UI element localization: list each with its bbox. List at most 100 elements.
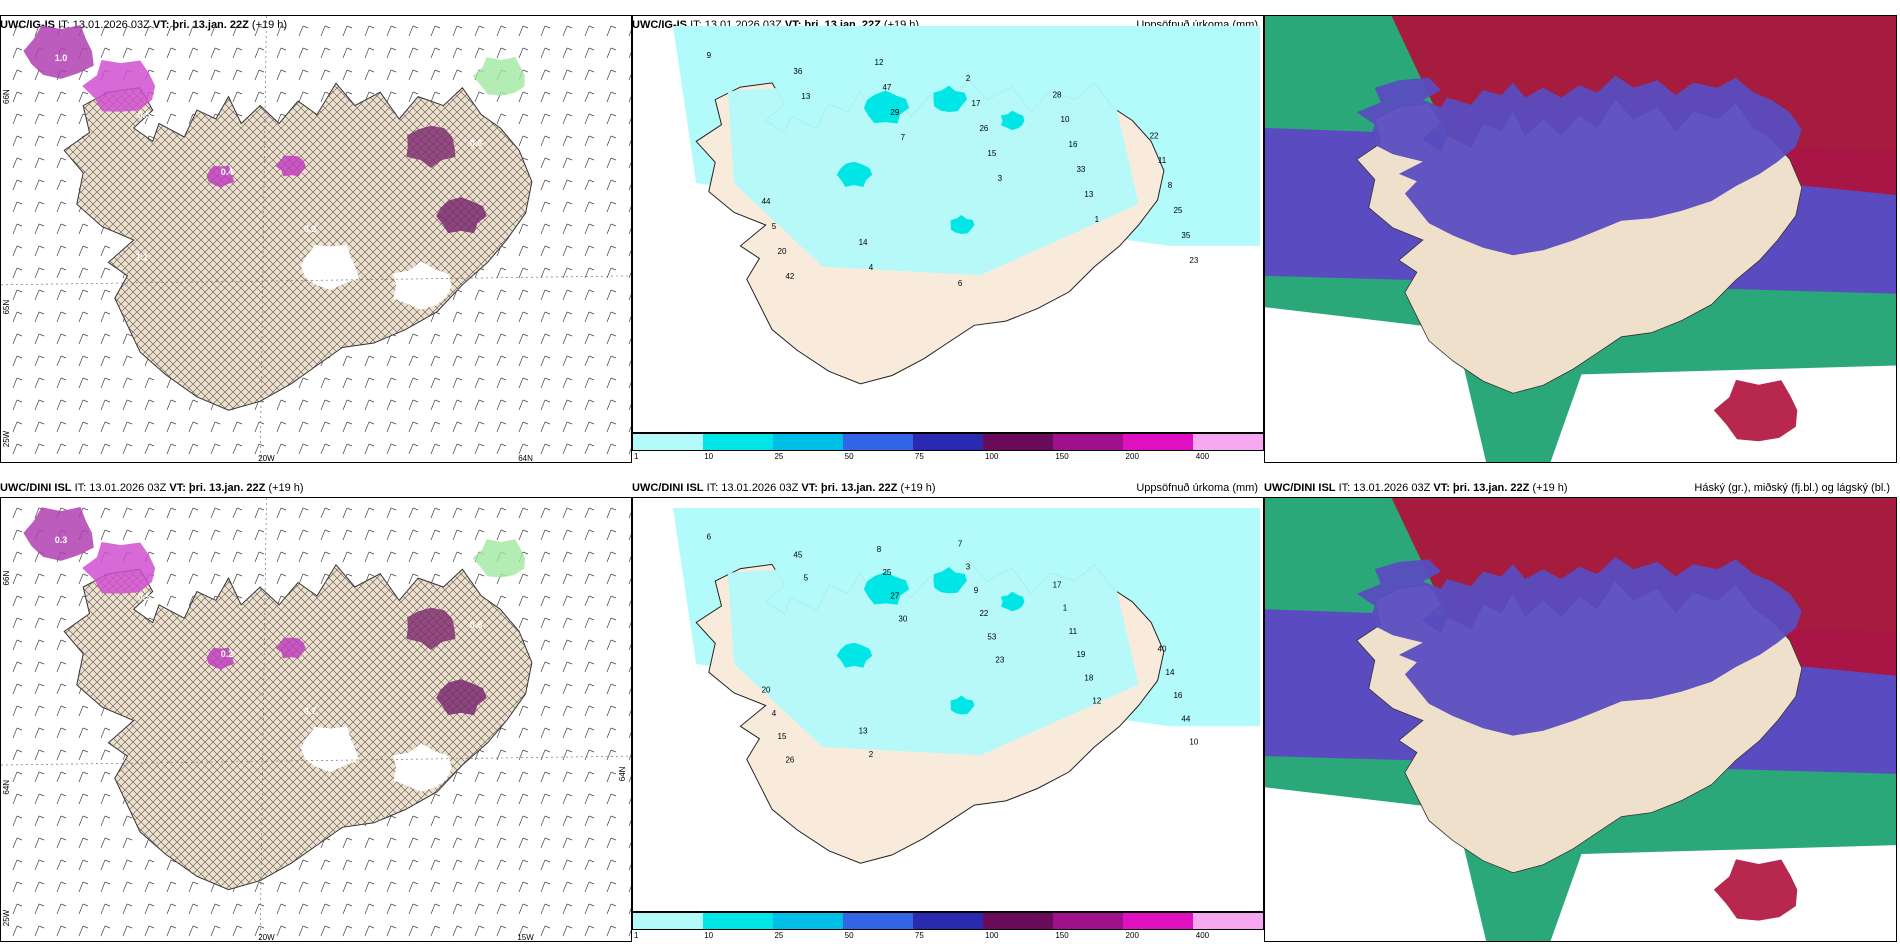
wind-barb [78, 771, 89, 783]
wind-barb [606, 333, 617, 345]
wind-barb [56, 639, 67, 651]
wind-barb [606, 705, 617, 717]
wind-barb [122, 333, 133, 345]
precip-amount-label: 20 [762, 686, 771, 695]
wind-barb [584, 443, 595, 455]
wind-barb [78, 705, 89, 717]
wind-barb [78, 859, 89, 871]
wind-barb [584, 793, 595, 805]
precip-amount-label: 12 [875, 58, 884, 67]
wind-barb [232, 69, 243, 81]
wind-barb [452, 771, 463, 783]
wind-barb [408, 355, 419, 367]
wind-barb [562, 771, 573, 783]
wind-barb [210, 529, 221, 541]
wind-barb [540, 573, 551, 585]
wind-barb [562, 903, 573, 915]
wind-barb [452, 529, 463, 541]
wind-barb [166, 91, 177, 103]
snow-band-nw2 [82, 60, 156, 112]
wind-barb [606, 507, 617, 519]
wind-barb [56, 421, 67, 433]
wind-barb [364, 443, 375, 455]
wind-barb [78, 573, 89, 585]
precip-amount-label: 5 [804, 574, 809, 583]
wind-barb [386, 881, 397, 893]
wind-barb [408, 333, 419, 345]
wind-barb [342, 925, 353, 937]
model-name: UWC/DINI ISL [1264, 482, 1336, 494]
valid-time-label: VT: [169, 482, 186, 494]
wind-barb [12, 837, 23, 849]
wind-barb [606, 837, 617, 849]
wind-barb [496, 881, 507, 893]
wind-barb [628, 448, 631, 455]
wind-barb [540, 837, 551, 849]
wind-barb [452, 399, 463, 411]
wind-barb [584, 617, 595, 629]
wind-barb [276, 399, 287, 411]
wind-barb [56, 443, 67, 455]
colorbar-swatch [1193, 434, 1263, 450]
wind-barb [628, 316, 631, 323]
wind-barb [562, 179, 573, 191]
wind-barb [584, 355, 595, 367]
wind-barb [320, 881, 331, 893]
wind-barb [100, 859, 111, 871]
wind-barb [78, 837, 89, 849]
wind-barb [232, 529, 243, 541]
wind-barb [474, 925, 485, 937]
wind-barb [606, 443, 617, 455]
wind-barb [474, 289, 485, 301]
wind-barb [34, 113, 45, 125]
wind-barb [562, 617, 573, 629]
wind-barb [12, 859, 23, 871]
wind-barb [232, 903, 243, 915]
wind-barb [100, 793, 111, 805]
wind-barb [34, 815, 45, 827]
wind-barb [386, 355, 397, 367]
graticule-lat [1, 275, 631, 286]
colorbar-swatch [1123, 913, 1193, 929]
wind-barb [320, 421, 331, 433]
wind-barb [34, 683, 45, 695]
precip-amount-label: 40 [1158, 645, 1167, 654]
wind-barb [408, 47, 419, 59]
wind-barb [584, 69, 595, 81]
wind-barb [518, 881, 529, 893]
wind-barb [584, 551, 595, 563]
wind-barb [56, 267, 67, 279]
wind-barb [210, 47, 221, 59]
wind-barb [56, 179, 67, 191]
wind-barb [56, 289, 67, 301]
clear-area-2 [392, 261, 452, 310]
wind-barb [540, 113, 551, 125]
wind-barb [628, 360, 631, 367]
wind-barb [562, 267, 573, 279]
valid-time: þri. 13.jan. 22Z [172, 19, 249, 31]
colorbar-swatch [1053, 913, 1123, 929]
wind-barb [496, 113, 507, 125]
wind-barb [540, 157, 551, 169]
wind-barb [606, 859, 617, 871]
wind-barb [518, 771, 529, 783]
wind-barb [628, 864, 631, 871]
wind-barb [364, 69, 375, 81]
wind-barb [540, 69, 551, 81]
snow-band-nw [23, 507, 94, 561]
wind-barb [584, 529, 595, 541]
wind-barb [188, 69, 199, 81]
snow-band-e [406, 125, 456, 168]
colorbar-swatch [773, 913, 843, 929]
wind-barb [12, 69, 23, 81]
wind-barb [452, 551, 463, 563]
wind-barb [452, 25, 463, 37]
precip-map-bottom: 6 5 30 23 12 10 45 27 53 18 44 26 25 22 19 16 15 8 9 11 14 4 2… [632, 497, 1264, 912]
wind-barb [122, 529, 133, 541]
wind-barb [34, 201, 45, 213]
wind-barb [100, 355, 111, 367]
wind-barb [56, 201, 67, 213]
wind-barb [628, 52, 631, 59]
wind-barb [56, 859, 67, 871]
wind-barb [144, 377, 155, 389]
